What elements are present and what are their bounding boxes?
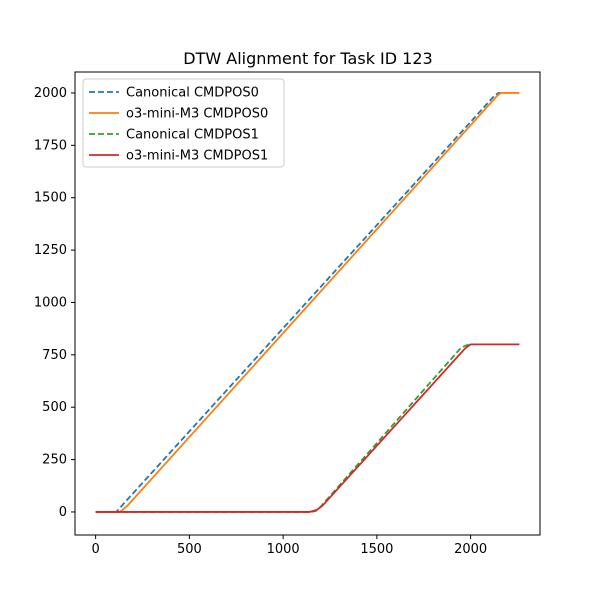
y-tick-label: 2000 (34, 86, 67, 101)
legend-label: Canonical CMDPOS1 (126, 128, 259, 143)
x-tick-label: 1500 (360, 542, 393, 557)
x-axis: 0 500 1000 1500 2000 (91, 535, 487, 557)
x-tick-label: 1000 (267, 542, 300, 557)
x-tick-label: 500 (177, 542, 202, 557)
y-tick-label: 250 (42, 453, 67, 468)
x-tick-label: 0 (91, 542, 99, 557)
y-tick-label: 0 (59, 505, 67, 520)
chart-title: DTW Alignment for Task ID 123 (183, 49, 432, 68)
legend-label: o3-mini-M3 CMDPOS0 (126, 107, 268, 122)
y-tick-label: 1500 (34, 191, 67, 206)
y-tick-label: 1000 (34, 295, 67, 310)
legend: Canonical CMDPOS0 o3-mini-M3 CMDPOS0 Canon… (82, 78, 285, 168)
legend-label: Canonical CMDPOS0 (126, 86, 259, 101)
series-line-3 (95, 343, 520, 513)
legend-label: o3-mini-M3 CMDPOS1 (126, 149, 268, 164)
y-tick-label: 1750 (34, 138, 67, 153)
y-tick-label: 500 (42, 400, 67, 415)
y-tick-label: 750 (42, 348, 67, 363)
y-axis: 0 250 500 750 1000 1250 1500 1750 2000 (34, 86, 75, 520)
series-layer (95, 92, 520, 513)
y-tick-label: 1250 (34, 243, 67, 258)
legend-box (82, 78, 285, 168)
x-tick-label: 2000 (454, 542, 487, 557)
